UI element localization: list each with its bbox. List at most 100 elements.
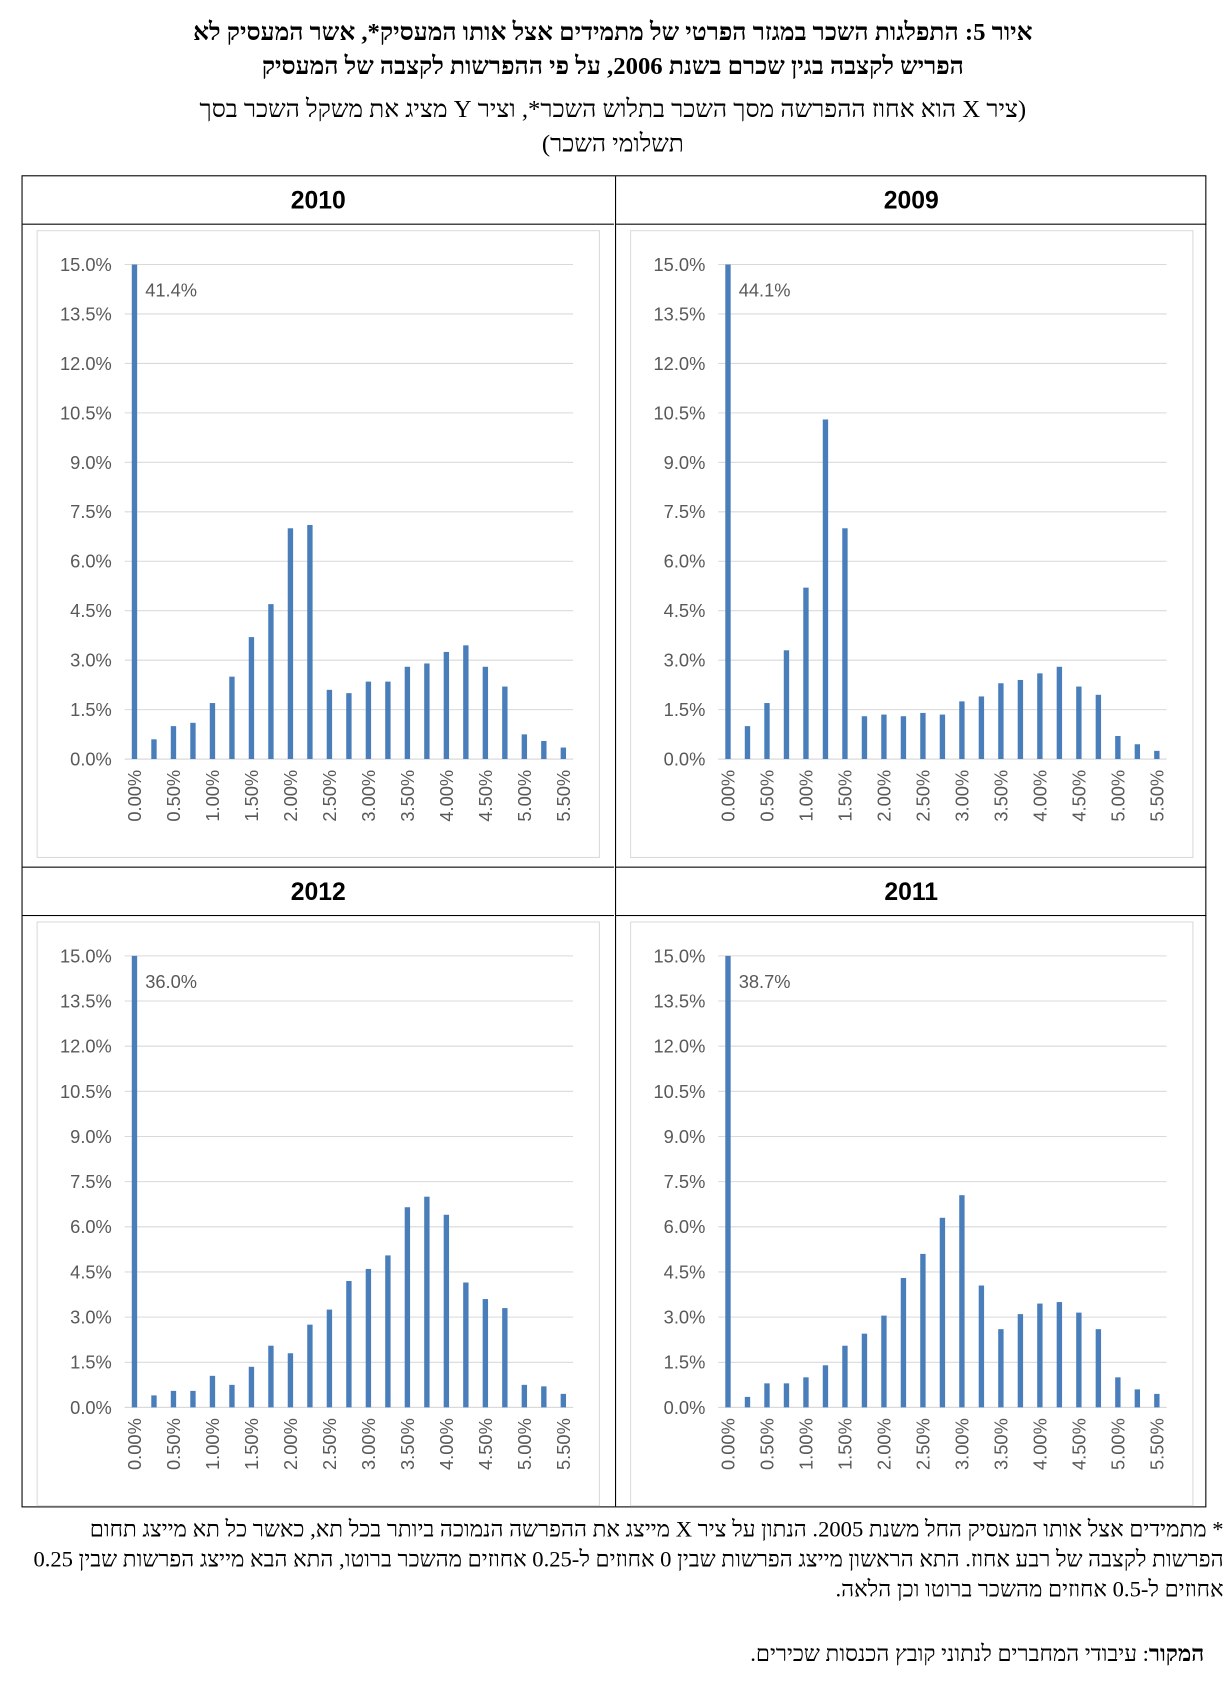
x-tick-label: 2.50% [319,770,340,822]
x-tick-label: 0.00% [717,1418,738,1470]
bar [346,1280,352,1408]
x-tick-label: 4.00% [1029,770,1050,822]
y-tick-label: 15.0% [60,945,112,966]
x-tick-label: 2.50% [319,1418,340,1470]
x-tick-label: 5.00% [1107,770,1128,822]
y-tick-label: 6.0% [70,1216,112,1237]
y-tick-label: 6.0% [664,1216,706,1237]
bar [424,663,430,760]
subtitle-line: (ציר X הוא אחוז ההפרשה מסך השכר בתלוש הש… [199,95,1027,123]
x-tick-label: 4.50% [475,770,496,822]
chart: 0.0% 1.5% 3.0% 4.5% 6.0% 7.5% 9.0% 10.5% 12.0% 13… [36,230,600,859]
x-tick-label: 1.00% [795,1418,816,1470]
y-tick-label: 0.0% [70,1397,112,1418]
y-tick-label: 1.5% [664,1352,706,1373]
footnote: * מתמידים אצל אותו המעסיק החל משנת 2005.… [33,1516,1224,1603]
bars [131,955,567,1408]
bar [842,528,848,760]
bar [783,1383,790,1408]
bar [365,681,372,760]
x-tick-label: 5.50% [1146,1418,1167,1470]
x-tick-label: 1.00% [202,770,223,822]
source-label: המקור [1148,1640,1205,1667]
bar [1017,1314,1024,1408]
x-tick-label: 1.00% [202,1418,223,1470]
y-tick-label: 1.5% [664,699,706,720]
x-tick-label: 2.50% [912,770,933,822]
bar [822,419,829,760]
bar [326,689,333,760]
bar [1154,1393,1160,1408]
bar [803,1377,809,1408]
bar [1134,1389,1141,1408]
bar [560,747,567,760]
bar [1056,666,1063,760]
bar [959,701,965,760]
x-tick-label: 3.50% [990,1418,1011,1470]
y-tick-label: 0.0% [664,1397,706,1418]
x-tick-label: 1.00% [795,770,816,822]
y-tick-label: 6.0% [70,551,112,572]
bar [1115,736,1121,760]
bar [190,722,196,760]
y-tick-label: 9.0% [664,452,706,473]
x-tick-label: 5.00% [1107,1418,1128,1470]
chart-frame [36,921,600,1507]
x-tick-label: 4.50% [475,1418,496,1470]
bar [502,686,508,760]
bar [190,1390,196,1408]
x-tick-label: 2.50% [912,1418,933,1470]
bar [998,1329,1004,1408]
x-tick-label: 4.00% [436,1418,457,1470]
bar [764,1383,770,1408]
y-tick-label: 3.0% [664,1307,706,1328]
y-tick-label: 1.5% [70,1352,112,1373]
x-tick-label: 5.00% [514,1418,535,1470]
bar [326,1309,333,1408]
bar [209,703,216,760]
bar [822,1365,829,1408]
x-tick-label: 2.00% [280,770,301,822]
title-line: הפריש לקצבה בגין שכרם בשנת 2006, על פי ה… [261,52,964,80]
bar [861,716,868,760]
y-tick-label: 4.5% [70,1261,112,1282]
bar [248,1366,255,1408]
bar [900,716,907,760]
bar [764,703,770,760]
bar [346,693,352,760]
bar [229,676,235,760]
x-tick-label: 0.50% [163,770,184,822]
bar [783,650,790,760]
bar [385,1255,391,1408]
bar [1076,686,1082,760]
chart-title: 2011 [616,868,1207,917]
bar [861,1333,868,1408]
x-tick-label: 5.50% [553,1418,574,1470]
y-tick-label: 12.0% [654,1036,706,1057]
chart-cell: 2012 0.0% 1.5% 3.0% 4.5% 6.0% 7.5% 9.0% 10.5% 12.… [22,866,614,1507]
subtitle-line: תשלומי השכר) [541,130,684,157]
source: המקור: עיבודי המחברים לנתוני קובץ הכנסות… [22,1640,1205,1668]
bar [404,666,411,760]
bar [521,1384,528,1408]
bar [744,726,751,760]
chart-cell: 2010 0.0% 1.5% 3.0% 4.5% 6.0% 7.5% 9.0% 10.5% 12.… [22,176,614,866]
y-tick-label: 7.5% [70,1171,112,1192]
bar [1076,1312,1082,1408]
y-tick-label: 12.0% [60,1036,112,1057]
bar [424,1196,430,1408]
bars [725,264,1160,760]
bar [170,726,177,760]
y-tick-label: 1.5% [70,699,112,720]
bar [1134,744,1141,760]
y-tick-label: 12.0% [60,353,112,374]
x-tick-label: 0.50% [756,770,777,822]
x-tick-label: 0.50% [163,1418,184,1470]
bar [209,1375,216,1408]
x-tick-label: 3.00% [951,1418,972,1470]
bar [287,1353,294,1408]
x-tick-label: 0.50% [756,1418,777,1470]
bar [502,1308,508,1408]
title-line: איור 5: התפלגות השכר במגזר הפרטי של מתמי… [193,18,1033,46]
